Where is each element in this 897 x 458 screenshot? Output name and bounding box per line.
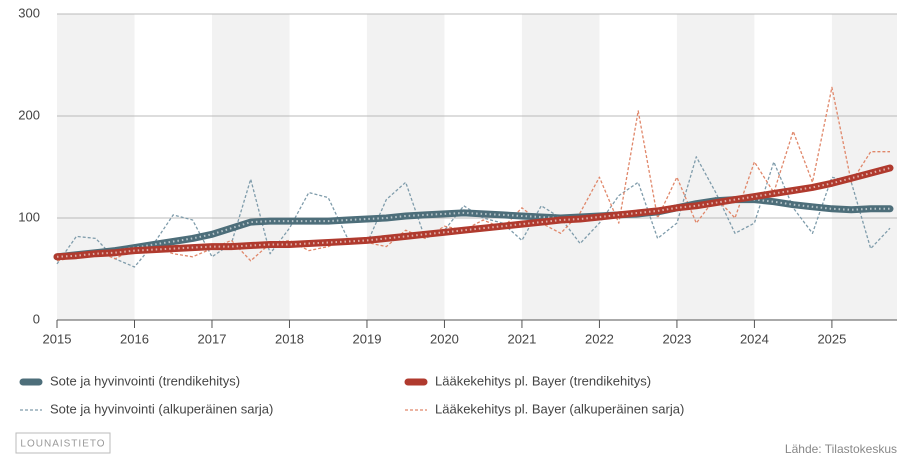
trend-line: [53, 164, 894, 261]
legend-label: Lääkekehitys pl. Bayer (alkuperäinen sar…: [435, 401, 684, 416]
y-tick-label: 0: [33, 311, 40, 326]
logo: LOUNAISTIETO: [20, 439, 105, 450]
logo-box: [15, 432, 111, 454]
x-tick-label: 2024: [740, 331, 769, 346]
x-tick-label: 2018: [275, 331, 304, 346]
x-tick-label: 2022: [585, 331, 614, 346]
year-band: [366, 14, 445, 320]
raw-line: [56, 86, 890, 262]
year-band: [211, 14, 290, 320]
x-tick-label: 2016: [120, 331, 149, 346]
x-tick-label: 2023: [662, 331, 691, 346]
x-tick-label: 2025: [817, 331, 846, 346]
legend-label: Lääkekehitys pl. Bayer (trendikehitys): [435, 373, 651, 388]
x-tick-label: 2015: [43, 331, 72, 346]
legend-label: Sote ja hyvinvointi (alkuperäinen sarja): [50, 401, 273, 416]
x-tick-label: 2017: [198, 331, 227, 346]
year-band: [521, 14, 600, 320]
x-tick-label: 2019: [353, 331, 382, 346]
year-band: [57, 14, 135, 320]
source: Lähde: Tilastokeskus: [785, 442, 897, 456]
legend-label: Sote ja hyvinvointi (trendikehitys): [50, 373, 240, 388]
y-tick-label: 300: [18, 5, 40, 20]
x-tick-label: 2021: [507, 331, 536, 346]
trend-dots: [56, 198, 890, 258]
x-tick-label: 2020: [430, 331, 459, 346]
y-tick-label: 100: [18, 209, 40, 224]
year-band: [676, 14, 755, 320]
y-tick-label: 200: [18, 107, 40, 122]
